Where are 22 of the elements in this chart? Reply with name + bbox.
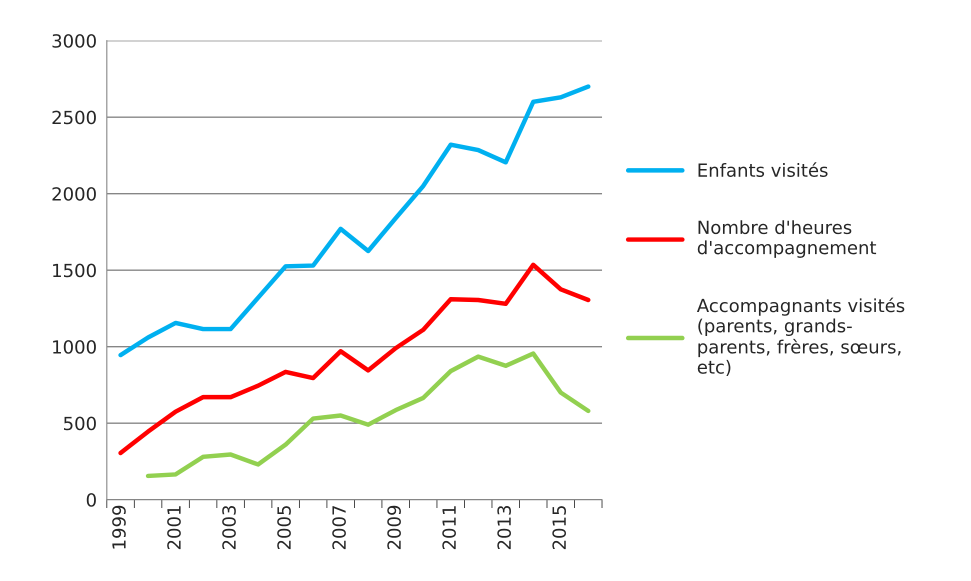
line-series <box>118 84 590 358</box>
y-tick-label: 2500 <box>52 110 96 124</box>
legend-label: Accompagnants visités (parents, grands- parents, frères, sœurs, etc) <box>696 298 904 376</box>
x-tick-label: 2009 <box>387 506 401 550</box>
y-tick-label: 1000 <box>53 340 96 354</box>
line-series <box>118 262 590 456</box>
x-tick-label: 2005 <box>277 506 291 550</box>
y-tick-label: 2000 <box>52 187 96 201</box>
x-tick-label: 2003 <box>222 506 236 550</box>
legend-label: Nombre d'heures d'accompagnement <box>698 220 876 258</box>
x-tick-label: 2013 <box>497 506 511 550</box>
x-tick-label: 2015 <box>552 506 566 550</box>
y-tick-label: 0 <box>86 493 96 507</box>
y-tick-label: 3000 <box>52 34 96 48</box>
x-tick-label: 2011 <box>442 506 456 550</box>
y-tick-label: 1500 <box>53 264 96 278</box>
x-tick-label: 2001 <box>167 506 181 550</box>
x-tick-label: 1999 <box>112 506 126 548</box>
y-tick-label: 500 <box>64 416 96 430</box>
legend-label: Enfants visités <box>698 162 828 177</box>
x-tick-label: 2007 <box>332 506 346 550</box>
line-series <box>146 351 590 478</box>
